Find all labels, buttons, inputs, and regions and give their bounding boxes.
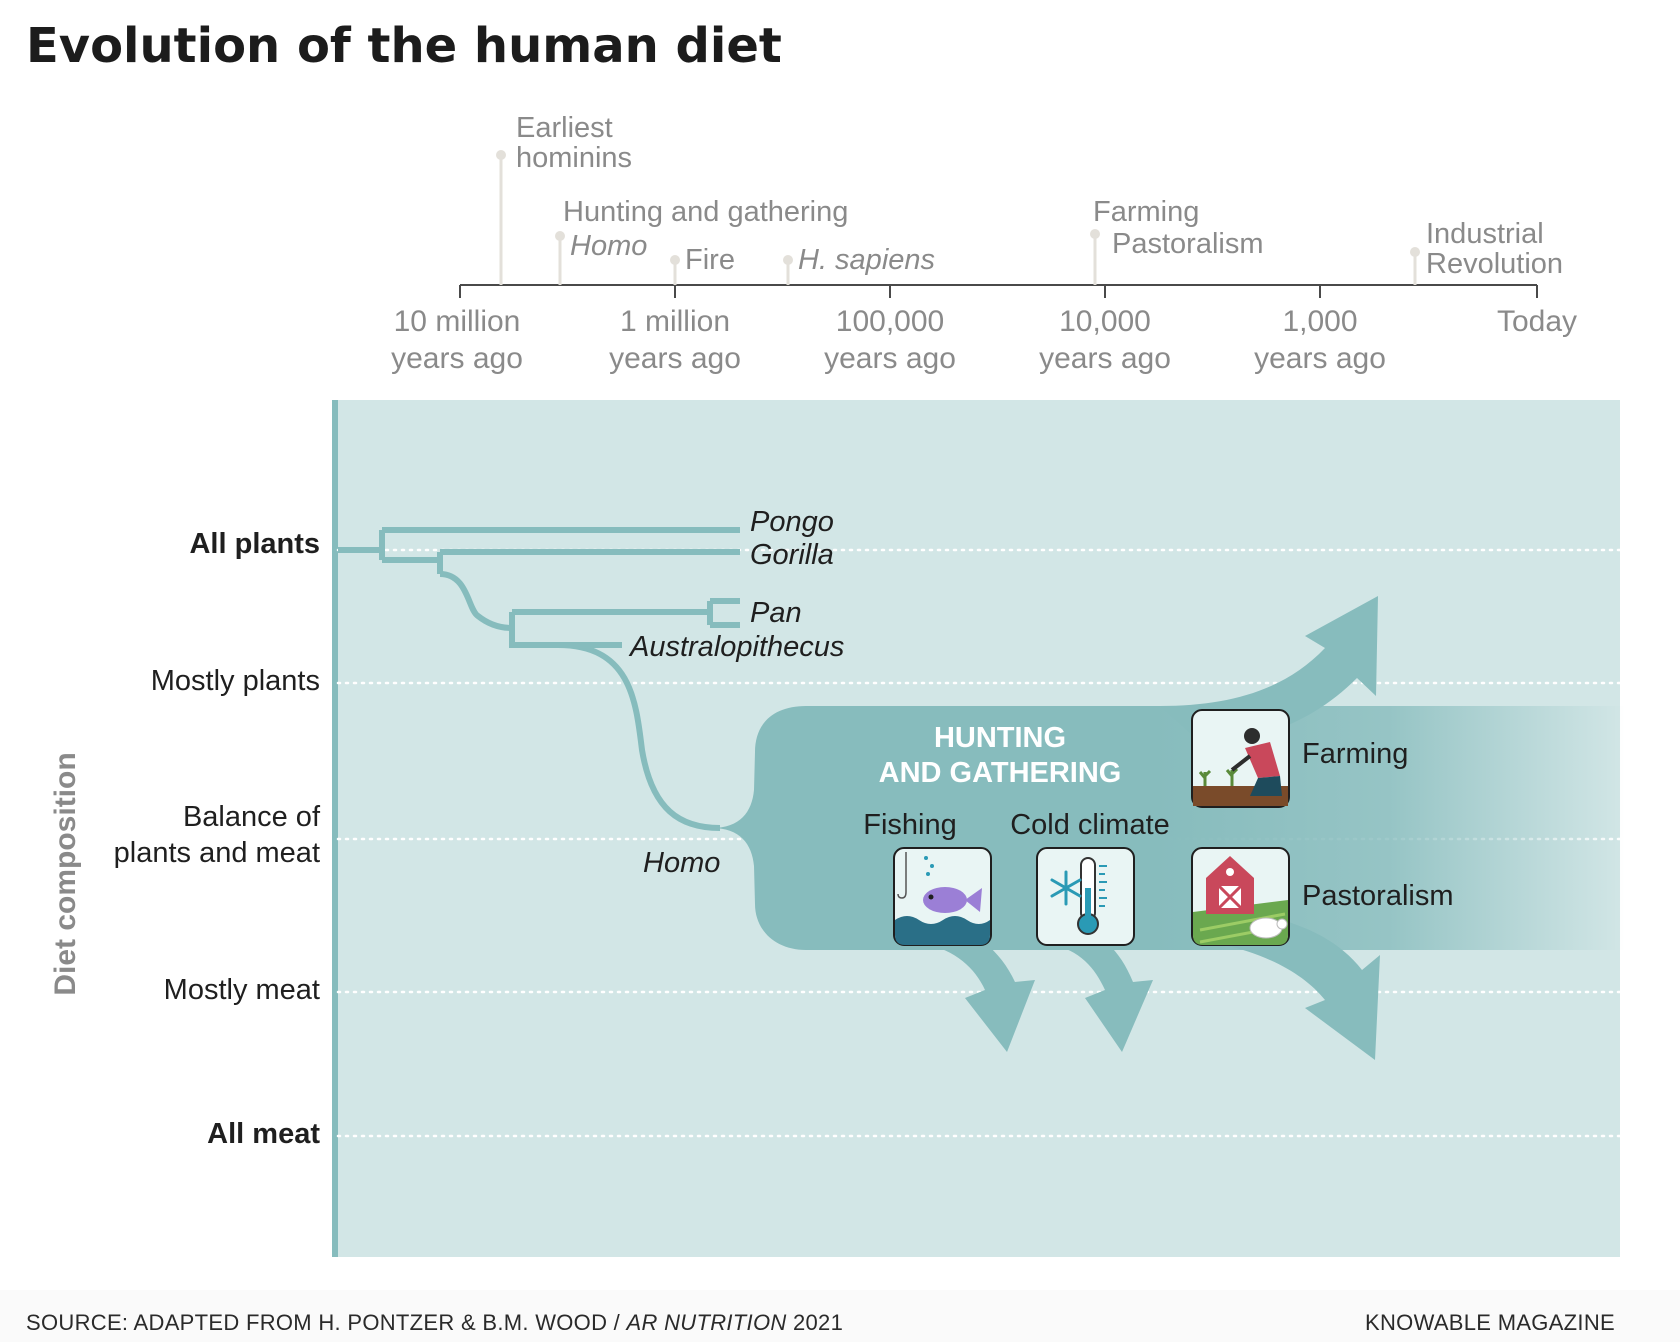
band-title-line1: HUNTING (934, 722, 1066, 754)
event-hunting-gathering: Hunting and gathering (563, 196, 848, 228)
publisher-credit: KNOWABLE MAGAZINE (1365, 1310, 1615, 1335)
thermometer-icon (1036, 847, 1135, 946)
tick-1-million-line1: 1 million (620, 305, 730, 338)
source-credit: SOURCE: ADAPTED FROM H. PONTZER & B.M. W… (26, 1310, 843, 1335)
y-axis-line (332, 400, 338, 1257)
tree-label-homo: Homo (643, 847, 720, 879)
tick-10000-line1: 10,000 (1059, 305, 1151, 338)
fish-icon (893, 847, 992, 946)
source-journal: AR NUTRITION (625, 1310, 787, 1335)
event-farming: Farming (1093, 196, 1199, 228)
event-industrial-line1: Industrial (1426, 218, 1544, 250)
label-farming: Farming (1302, 738, 1408, 770)
footer-bar (0, 1290, 1680, 1342)
level-mostly-plants: Mostly plants (151, 665, 320, 697)
tree-label-gorilla: Gorilla (750, 539, 834, 571)
event-homo: Homo (570, 230, 647, 262)
y-axis-title: Diet composition (49, 752, 82, 995)
event-dot-industrial (1410, 247, 1420, 257)
tick-today: Today (1497, 305, 1577, 338)
source-prefix: SOURCE: ADAPTED FROM H. PONTZER & B.M. W… (26, 1310, 627, 1335)
tick-10-million-line1: 10 million (394, 305, 521, 338)
event-dot-fire (670, 255, 680, 265)
tree-label-australopithecus: Australopithecus (628, 631, 844, 663)
farmer-icon (1191, 709, 1290, 808)
level-mostly-meat: Mostly meat (164, 974, 320, 1006)
event-earliest-hominins-line1: Earliest (516, 112, 613, 144)
event-h-sapiens: H. sapiens (798, 244, 935, 276)
event-dot-homo (555, 231, 565, 241)
tree-label-pongo: Pongo (750, 506, 834, 538)
event-dot-h-sapiens (783, 255, 793, 265)
tick-1000-line1: 1,000 (1282, 305, 1357, 338)
tick-10000-line2: years ago (1039, 342, 1171, 375)
timeline-ticks (459, 285, 1538, 298)
event-earliest-hominins-line2: hominins (516, 142, 632, 174)
arrow-up-farming (1160, 596, 1378, 742)
band-title-line2: AND GATHERING (879, 757, 1122, 789)
event-pastoralism: Pastoralism (1112, 228, 1264, 260)
level-balance-line1: Balance of (183, 801, 321, 833)
tree-label-pan: Pan (750, 597, 802, 629)
arrow-down-cold-climate (1050, 924, 1153, 1052)
arrow-down-fishing (925, 924, 1035, 1052)
source-year: 2021 (787, 1310, 844, 1335)
label-fishing: Fishing (863, 809, 957, 841)
tick-1000-line2: years ago (1254, 342, 1386, 375)
barn-icon (1191, 847, 1290, 946)
level-all-meat: All meat (207, 1118, 320, 1150)
phylogenetic-tree (338, 527, 740, 831)
timeline: 10 million years ago 1 million years ago… (391, 112, 1577, 375)
label-pastoralism: Pastoralism (1302, 880, 1454, 912)
event-dot-farming (1090, 229, 1100, 239)
event-fire: Fire (685, 244, 735, 276)
event-industrial-line2: Revolution (1426, 248, 1563, 280)
page-title: Evolution of the human diet (26, 18, 782, 74)
tick-1-million-line2: years ago (609, 342, 741, 375)
tick-100000-line2: years ago (824, 342, 956, 375)
label-cold-climate: Cold climate (1010, 809, 1170, 841)
tick-100000-line1: 100,000 (836, 305, 944, 338)
event-dot-earliest-hominins (496, 150, 506, 160)
arrow-down-pastoralism (1220, 912, 1380, 1060)
level-balance-line2: plants and meat (114, 837, 320, 869)
level-all-plants: All plants (189, 528, 320, 560)
tick-10-million-line2: years ago (391, 342, 523, 375)
